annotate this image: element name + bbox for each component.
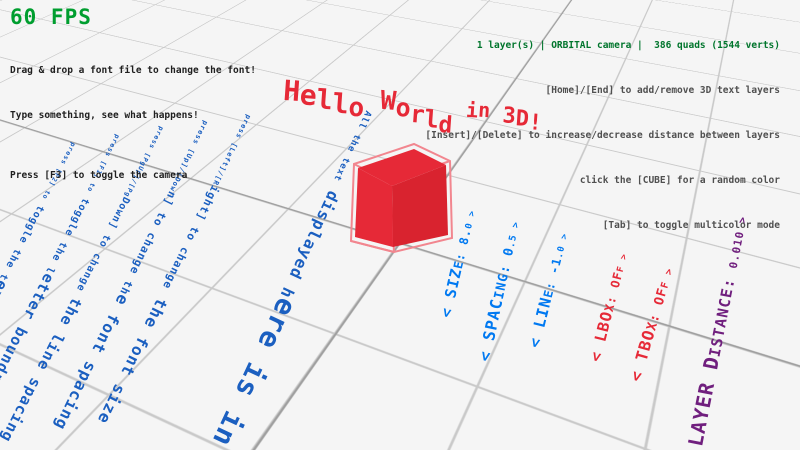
title-char: [364, 85, 381, 112]
help-line: [Insert]/[Delete] to increase/decrease d…: [425, 130, 780, 141]
title-char: H: [282, 73, 302, 109]
help-line: Drag & drop a font file to change the fo…: [10, 65, 256, 76]
help-line: click the [CUBE] for a random color: [579, 175, 780, 186]
help-line: Type something, see what happens!: [10, 110, 199, 121]
help-line: [Home]/[End] to add/remove 3D text layer…: [545, 85, 781, 96]
help-text-left: Drag & drop a font file to change the fo…: [10, 33, 256, 213]
help-line: Press [F3] to toggle the camera: [10, 170, 188, 181]
title-char: e: [298, 78, 318, 113]
render-stats: 1 layer(s) | ORBITAL camera | 386 quads …: [476, 40, 780, 51]
title-char: l: [331, 88, 350, 121]
help-line: [Tab] to toggle multicolor mode: [602, 220, 780, 231]
status-bar: 1 layer(s) | ORBITAL camera | 386 quads …: [425, 8, 780, 263]
title-char: l: [315, 84, 334, 117]
title-char: o: [347, 92, 366, 124]
title-char: W: [379, 85, 398, 117]
fps-counter: 60 FPS: [10, 5, 92, 29]
